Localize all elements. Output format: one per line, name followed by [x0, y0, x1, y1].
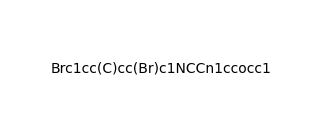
- Text: Brc1cc(C)cc(Br)c1NCCn1ccocc1: Brc1cc(C)cc(Br)c1NCCn1ccocc1: [51, 61, 271, 75]
